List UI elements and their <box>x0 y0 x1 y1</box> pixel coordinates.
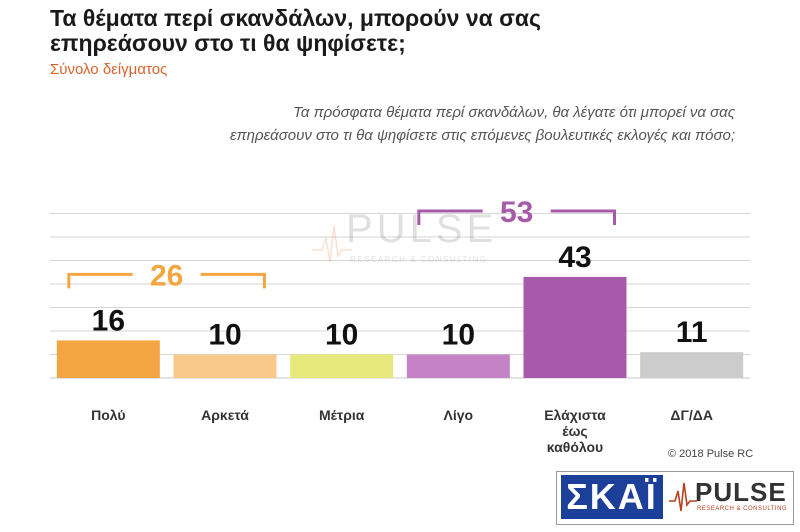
category-label: Μέτρια <box>319 407 365 423</box>
title-line-1: Τα θέματα περί σκανδάλων, μπορούν να σας <box>50 5 541 31</box>
watermark-pulse-line <box>312 225 352 263</box>
group-brackets: 26 53 <box>67 196 616 292</box>
data-label: 43 <box>558 241 591 274</box>
pulse-logo-sub: RESEARCH & CONSULTING <box>697 506 788 512</box>
data-label: 16 <box>92 304 125 337</box>
gridlines <box>50 213 750 379</box>
watermark-sub: RESEARCH & CONSULTING <box>350 255 488 264</box>
group-bracket-left <box>417 209 483 225</box>
data-label: 11 <box>676 316 708 349</box>
pulse-logo-icon <box>669 482 697 512</box>
bar <box>56 340 160 378</box>
group-bracket-left <box>67 272 133 289</box>
pulse-logo-word: PULSE <box>695 477 787 507</box>
pulse-watermark: PULSE RESEARCH & CONSULTING <box>312 207 497 264</box>
group-total-label: 53 <box>500 196 533 229</box>
bars <box>56 276 744 378</box>
copyright: © 2018 Pulse RC <box>668 448 754 460</box>
group-bracket-right <box>200 272 266 289</box>
watermark-word: PULSE <box>346 207 497 251</box>
title-line-2: επηρεάσουν στο τι θα ψηφίσετε; <box>50 30 406 56</box>
question-line-1: Τα πρόσφατα θέματα περί σκανδάλων, θα λέ… <box>293 104 735 121</box>
bar <box>523 276 627 378</box>
bar <box>406 354 510 378</box>
data-label: 10 <box>208 319 241 352</box>
data-label: 10 <box>325 319 358 352</box>
chart-title: Τα θέματα περί σκανδάλων, μπορούν να σας… <box>50 6 750 56</box>
category-label: Πολύ <box>91 407 125 423</box>
bar <box>173 354 277 378</box>
group-total-label: 26 <box>150 259 183 292</box>
skai-logo: ΣΚΑΪ <box>561 475 663 519</box>
category-label: ΔΓ/ΔΑ <box>670 407 713 423</box>
category-label: Ελάχιστα <box>544 407 606 423</box>
pulse-logo: PULSE RESEARCH & CONSULTING <box>669 475 789 519</box>
survey-question: Τα πρόσφατα θέματα περί σκανδάλων, θα λέ… <box>150 101 735 147</box>
chart-subtitle: Σύνολο δείγματος <box>50 61 168 78</box>
footer-logos: ΣΚΑΪ PULSE RESEARCH & CONSULTING <box>556 471 794 525</box>
category-label: έως <box>562 423 587 439</box>
labels: 16 Πολύ 10 Αρκετά 10 Μέτρια 10 Λίγο 43 Ελάχισταέω… <box>91 241 713 455</box>
category-label: Λίγο <box>444 407 474 423</box>
bar <box>290 354 394 378</box>
question-line-2: επηρεάσουν στο τι θα ψηφίσετε στις επόμε… <box>230 127 735 144</box>
group-bracket-right <box>550 209 616 225</box>
category-label: Αρκετά <box>201 407 249 423</box>
data-label: 10 <box>442 319 475 352</box>
bar <box>640 352 744 378</box>
category-label: καθόλου <box>547 439 603 455</box>
